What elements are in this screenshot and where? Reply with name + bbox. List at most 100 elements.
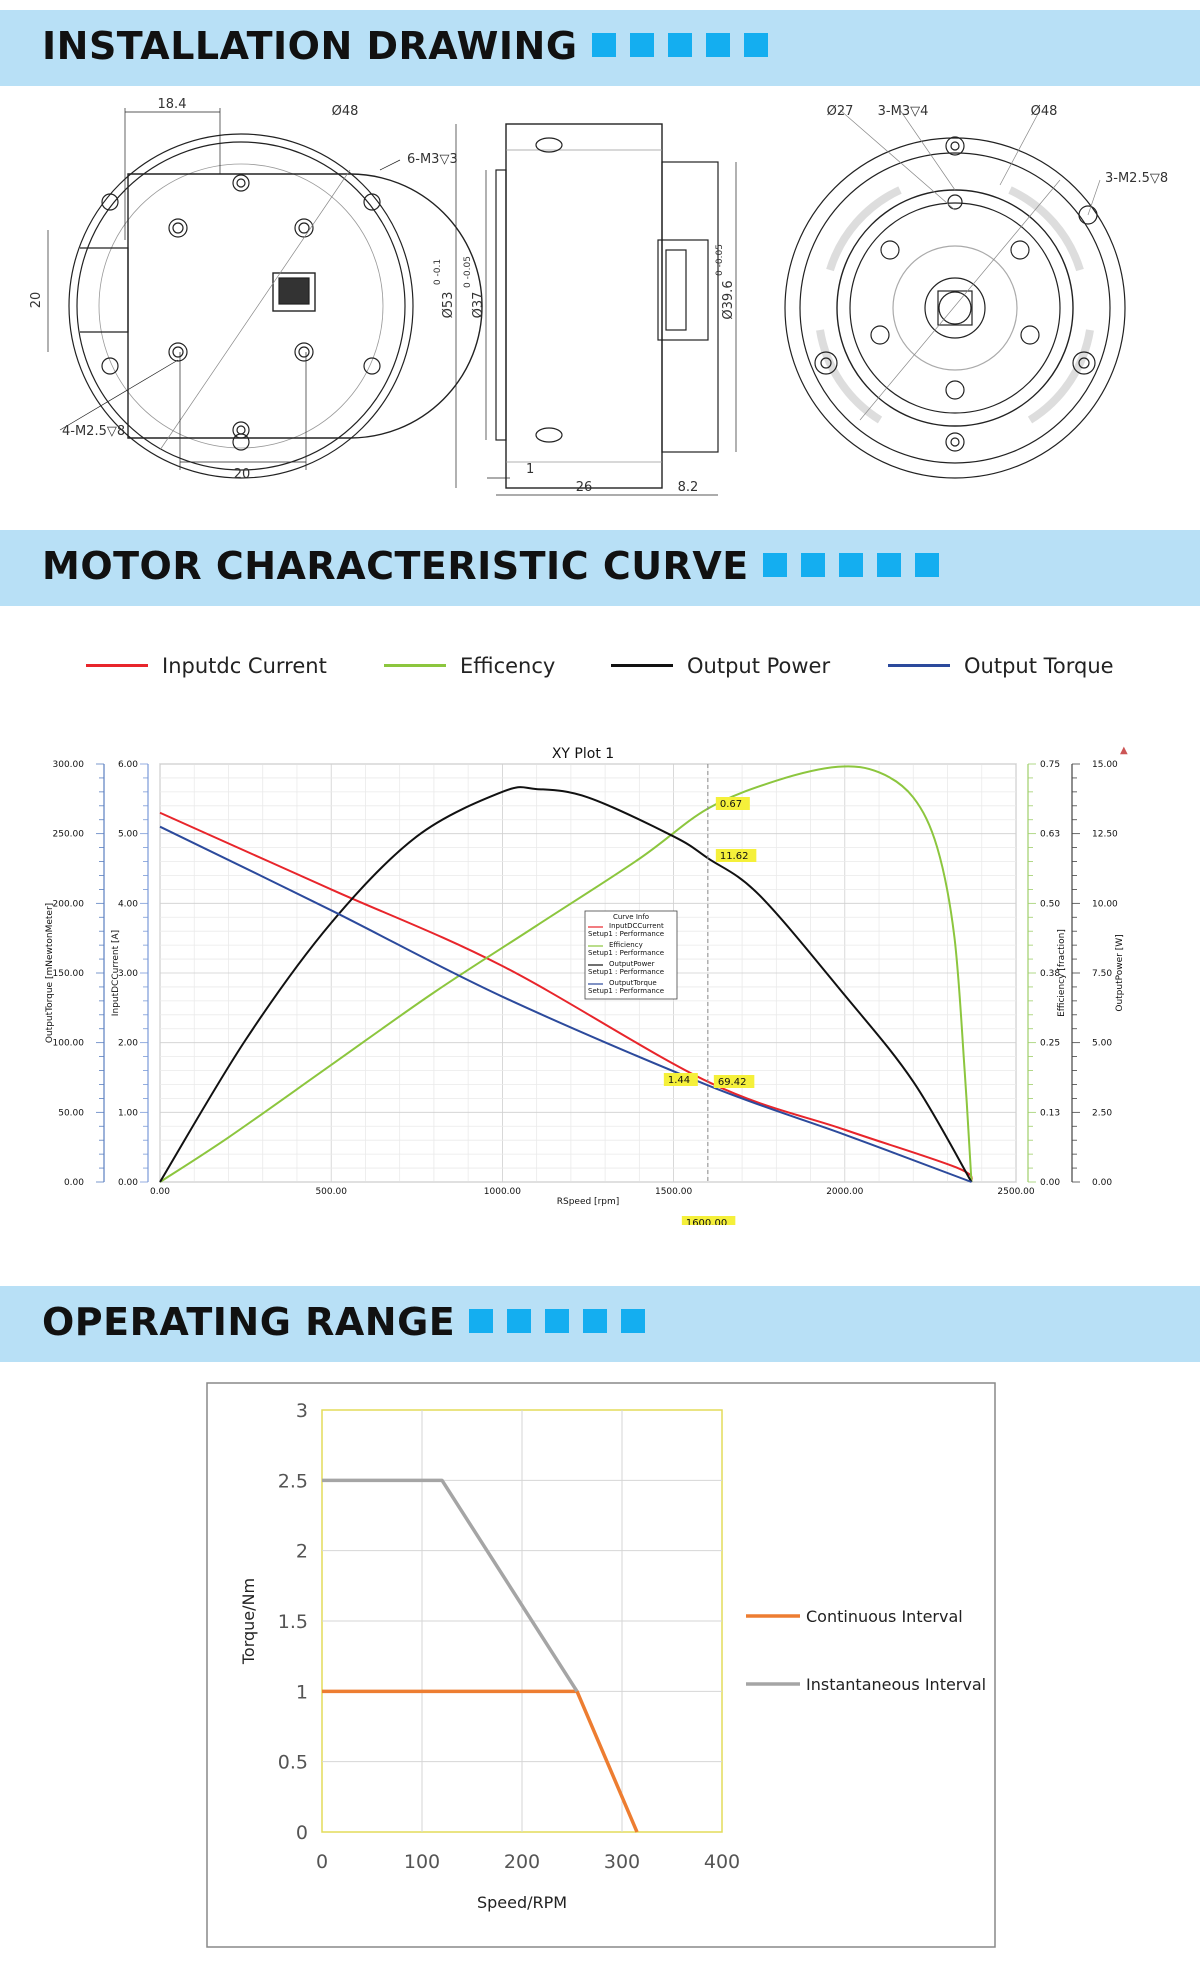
curve-info-setup: Setup1 : Performance (588, 949, 664, 957)
accent-square (762, 552, 787, 577)
dim-label: 18.4 (158, 97, 187, 112)
legend-label: Continuous Interval (806, 1607, 963, 1626)
accent-square (629, 32, 654, 57)
accent-square (743, 32, 768, 57)
marker-label-torque-bg (713, 1075, 755, 1088)
y-tick-label: 0.00 (1092, 1178, 1112, 1188)
y-tick-label: 0.5 (278, 1752, 308, 1774)
x-axis-label: RSpeed [rpm] (557, 1197, 620, 1207)
series-line-efficiency (159, 765, 973, 1183)
y-tick-label: 0.00 (1040, 1178, 1060, 1188)
curve-info-name: Efficiency (609, 941, 643, 949)
dim-label: Ø37 (471, 292, 486, 319)
x-tick-label: 2500.00 (997, 1187, 1034, 1197)
legend-item: Inputdc Current (86, 654, 327, 678)
dim-label: 20 (29, 292, 44, 309)
top-legend: Inputdc Current Efficency Output Power O… (0, 648, 1200, 688)
y-tick-label: 2.5 (278, 1470, 308, 1492)
y-axis-label: OutputPower [W] (1115, 934, 1125, 1011)
marker-label-eff-bg (715, 797, 750, 810)
y-tick-label: 6.00 (118, 760, 138, 770)
section-band-installation: INSTALLATION DRAWING (0, 10, 1200, 86)
x-tick-label: 200 (504, 1851, 540, 1873)
x-tick-label: 2000.00 (826, 1187, 863, 1197)
accent-square (876, 552, 901, 577)
accent-square (667, 32, 692, 57)
dim-label: Ø53 (441, 292, 456, 319)
y-tick-label: 7.50 (1092, 969, 1112, 979)
dim-label: 26 (576, 480, 593, 495)
y-tick-label: 0.25 (1040, 1039, 1060, 1049)
section-title-text: INSTALLATION DRAWING (42, 24, 578, 68)
y-tick-label: 50.00 (58, 1108, 84, 1118)
y-tick-label: 0.63 (1040, 830, 1060, 840)
front-view (47, 108, 483, 479)
curve-info-title: Curve Info (613, 913, 649, 921)
dim-label: 8.2 (678, 480, 699, 495)
y-tick-label: 300.00 (53, 760, 85, 770)
marker-label-x: 1600.00 (686, 1218, 727, 1225)
legend-swatch (611, 663, 673, 667)
legend-swatch (384, 663, 446, 667)
section-title-motor-curve: MOTOR CHARACTERISTIC CURVE (42, 544, 939, 588)
y-axis-label: InputDCCurrent [A] (111, 930, 121, 1016)
legend-label: Inputdc Current (162, 654, 327, 678)
dim-label: Ø48 (1031, 104, 1058, 119)
dim-label: Ø27 (827, 104, 854, 119)
legend-item: Output Power (611, 654, 830, 678)
x-tick-label: 400 (704, 1851, 740, 1873)
x-tick-label: 1500.00 (655, 1187, 692, 1197)
y-tick-label: 10.00 (1092, 899, 1118, 909)
series-line-inputdccurrent (159, 811, 973, 1183)
legend-item: Efficency (384, 654, 555, 678)
curve-info-name: OutputTorque (609, 979, 657, 987)
y-tick-label: 5.00 (1092, 1039, 1112, 1049)
curve-info-setup: Setup1 : Performance (588, 987, 664, 995)
xy-plot-1: XY Plot 1 0.00 500.00 1000.00 1500.00 2000.0… (45, 745, 1128, 1225)
section-band-motor-curve: MOTOR CHARACTERISTIC CURVE (0, 530, 1200, 606)
y-axis-label: OutputTorque [mNewtonMeter] (45, 903, 55, 1043)
x-tick-label: 1000.00 (484, 1187, 521, 1197)
legend-label: Instantaneous Interval (806, 1675, 986, 1694)
series-line-instantaneous-interval (322, 1478, 579, 1693)
series-line-continuous-interval (322, 1689, 639, 1833)
x-tick-label: 0 (316, 1851, 328, 1873)
y-tick-label: 250.00 (53, 830, 85, 840)
accent-square (800, 552, 825, 577)
y-tick-label: 0.75 (1040, 760, 1060, 770)
y-tick-label: 1 (296, 1681, 308, 1703)
dim-label: 0 -0.1 (433, 259, 443, 285)
curve-info-setup: Setup1 : Performance (588, 930, 664, 938)
dim-label: 6-M3▽3 (407, 152, 458, 167)
legend-swatch (86, 663, 148, 667)
marker-label-x-bg (681, 1216, 736, 1225)
y-tick-label: 0.00 (118, 1178, 138, 1188)
marker-label-power: 11.62 (720, 851, 749, 862)
x-tick-label: 0.00 (150, 1187, 170, 1197)
y-tick-label: 1.5 (278, 1611, 308, 1633)
curve-info-name: OutputPower (609, 960, 655, 968)
section-title-installation: INSTALLATION DRAWING (42, 24, 768, 68)
dim-label: 3-M3▽4 (878, 104, 929, 119)
accent-square (591, 32, 616, 57)
y-tick-label: 12.50 (1092, 830, 1118, 840)
series-line-outputpower (159, 786, 973, 1183)
x-axis-label: Speed/RPM (477, 1893, 567, 1912)
dim-label: 3-M2.5▽8 (1105, 171, 1168, 186)
y-tick-label: 2.00 (118, 1039, 138, 1049)
dim-label: 20 (234, 467, 251, 482)
dim-label: 0 -0.05 (463, 256, 473, 288)
y-tick-label: 0.50 (1040, 899, 1060, 909)
accent-square (914, 552, 939, 577)
accent-square (705, 32, 730, 57)
y-tick-label: 3 (296, 1400, 308, 1422)
legend-label: Output Torque (964, 654, 1114, 678)
corner-marker-icon: ▲ (1120, 745, 1128, 756)
section-band-operating-range: OPERATING RANGE (0, 1286, 1200, 1362)
x-tick-label: 500.00 (315, 1187, 347, 1197)
x-tick-label: 300 (604, 1851, 640, 1873)
curve-info-setup: Setup1 : Performance (588, 968, 664, 976)
accent-square (583, 1308, 608, 1333)
legend-label: Efficency (460, 654, 556, 678)
operating-range-chart: 0 100 200 300 400 0 0.5 1 1.5 2 2.5 3 Speed/RPM Torqu… (206, 1382, 996, 1948)
